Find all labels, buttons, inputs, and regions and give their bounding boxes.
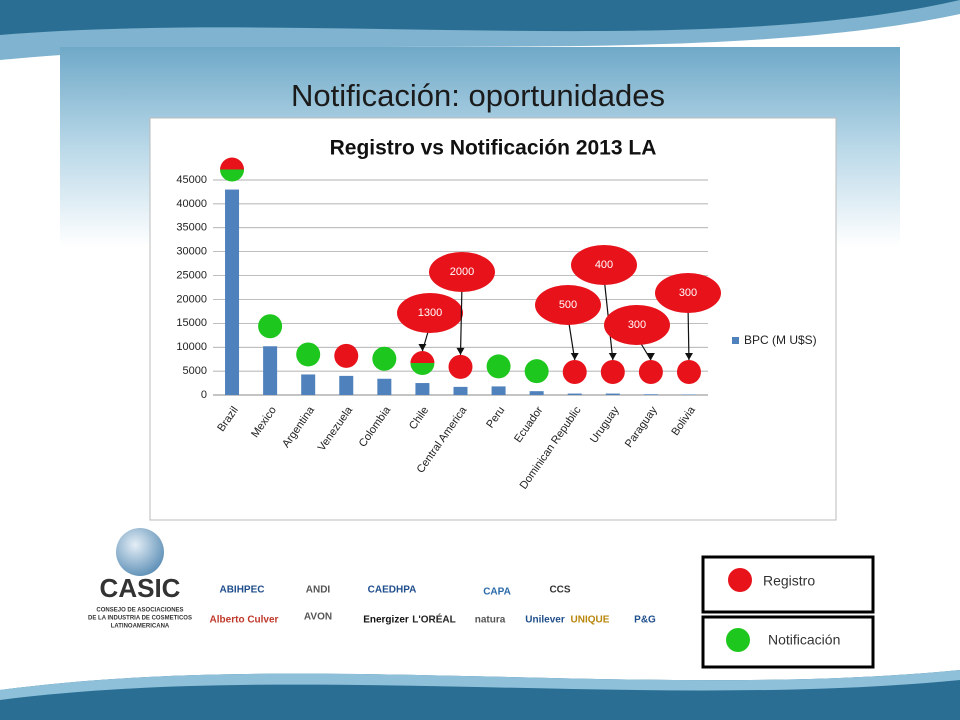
status-marker	[638, 360, 663, 384]
callout-bubble	[655, 273, 721, 313]
y-tick-label: 5000	[183, 365, 207, 377]
bar	[605, 393, 620, 395]
status-marker	[448, 354, 473, 379]
bar	[529, 391, 544, 395]
status-marker	[372, 346, 397, 371]
logo: UNIQUE	[571, 615, 610, 626]
callout-label: 500	[559, 299, 577, 311]
logo: Energizer	[363, 615, 409, 626]
bar	[263, 346, 278, 395]
callout-arrowhead	[608, 353, 617, 360]
logo: CAEDHPA	[368, 585, 417, 596]
status-marker	[220, 157, 245, 170]
logo: Unilever	[525, 615, 565, 626]
y-tick-label: 30000	[176, 246, 207, 258]
slide-title: Notificación: oportunidades	[291, 78, 665, 113]
legend-label: Registro	[763, 573, 815, 589]
y-tick-label: 15000	[176, 317, 207, 329]
callout-bubble	[571, 245, 637, 285]
bar	[567, 393, 582, 395]
callout-arrow	[687, 304, 690, 361]
bar	[301, 374, 316, 395]
legend-box	[701, 615, 875, 669]
logo: CAPA	[483, 587, 511, 598]
org-name: CASIC	[100, 573, 181, 603]
y-tick-label: 25000	[176, 269, 207, 281]
logo: AVON	[304, 612, 332, 623]
logo: natura	[475, 615, 506, 626]
callout-label: 2000	[450, 266, 474, 278]
bar	[339, 375, 354, 395]
bar	[415, 383, 430, 395]
y-tick-label: 35000	[176, 222, 207, 234]
callout-arrowhead	[570, 353, 579, 360]
bar	[225, 189, 240, 395]
status-marker	[410, 351, 435, 364]
callout-bubble	[604, 305, 670, 345]
bar	[377, 378, 392, 395]
logo: L'ORÉAL	[412, 613, 456, 626]
status-marker	[676, 360, 701, 384]
status-marker	[562, 360, 587, 384]
callout-label: 300	[679, 287, 697, 299]
callout-bubble	[397, 293, 463, 333]
y-tick-label: 10000	[176, 341, 207, 353]
callout-label: 1300	[418, 307, 442, 319]
legend-label: Notificación	[768, 632, 840, 648]
status-marker	[410, 363, 435, 376]
status-marker	[486, 354, 511, 379]
legend-marker	[726, 628, 750, 652]
status-marker	[220, 169, 245, 182]
chart-area	[149, 117, 837, 521]
status-marker	[258, 314, 283, 339]
callout-arrowhead	[684, 353, 693, 360]
callout-label: 300	[628, 319, 646, 331]
callout-arrowhead	[418, 344, 427, 352]
status-marker	[334, 343, 359, 368]
logo: CCS	[549, 585, 570, 596]
org-subtitle: CONSEJO DE ASOCIACIONES	[96, 608, 183, 614]
bottom-wave-light	[0, 670, 960, 700]
callout-arrowhead	[646, 353, 655, 360]
chart-title: Registro vs Notificación 2013 LA	[330, 137, 657, 160]
status-marker	[600, 360, 625, 384]
bar	[643, 394, 658, 395]
y-tick-label: 40000	[176, 198, 207, 210]
legend-swatch	[732, 337, 739, 344]
logo: Alberto Culver	[210, 615, 279, 626]
status-marker	[524, 359, 549, 384]
callout-arrow	[459, 283, 463, 355]
y-tick-label: 45000	[176, 174, 207, 186]
y-tick-label: 20000	[176, 293, 207, 305]
callout-arrowhead	[456, 347, 465, 355]
callout-bubble	[535, 285, 601, 325]
marker-legend: Registro Notificación	[726, 568, 840, 652]
casic-globe	[116, 528, 164, 576]
bar	[491, 386, 506, 395]
y-tick-label: 0	[201, 389, 207, 401]
callout-bubble	[429, 252, 495, 292]
legend-label: BPC (M U$S)	[744, 333, 817, 347]
legend-marker	[728, 568, 752, 592]
bar	[453, 386, 468, 395]
top-wave-light	[0, 0, 960, 60]
status-marker	[296, 342, 321, 367]
logo: P&G	[634, 615, 656, 626]
callout-label: 400	[595, 259, 613, 271]
logos: ABIHPEC ANDI CAEDHPA CAPA CCS Alberto Culver A…	[210, 585, 827, 626]
logo: ANDI	[306, 585, 331, 596]
org-subtitle: LATINOAMERICANA	[111, 624, 170, 630]
logo: ABIHPEC	[219, 585, 264, 596]
org-subtitle: DE LA INDUSTRIA DE COSMETICOS	[88, 616, 192, 622]
